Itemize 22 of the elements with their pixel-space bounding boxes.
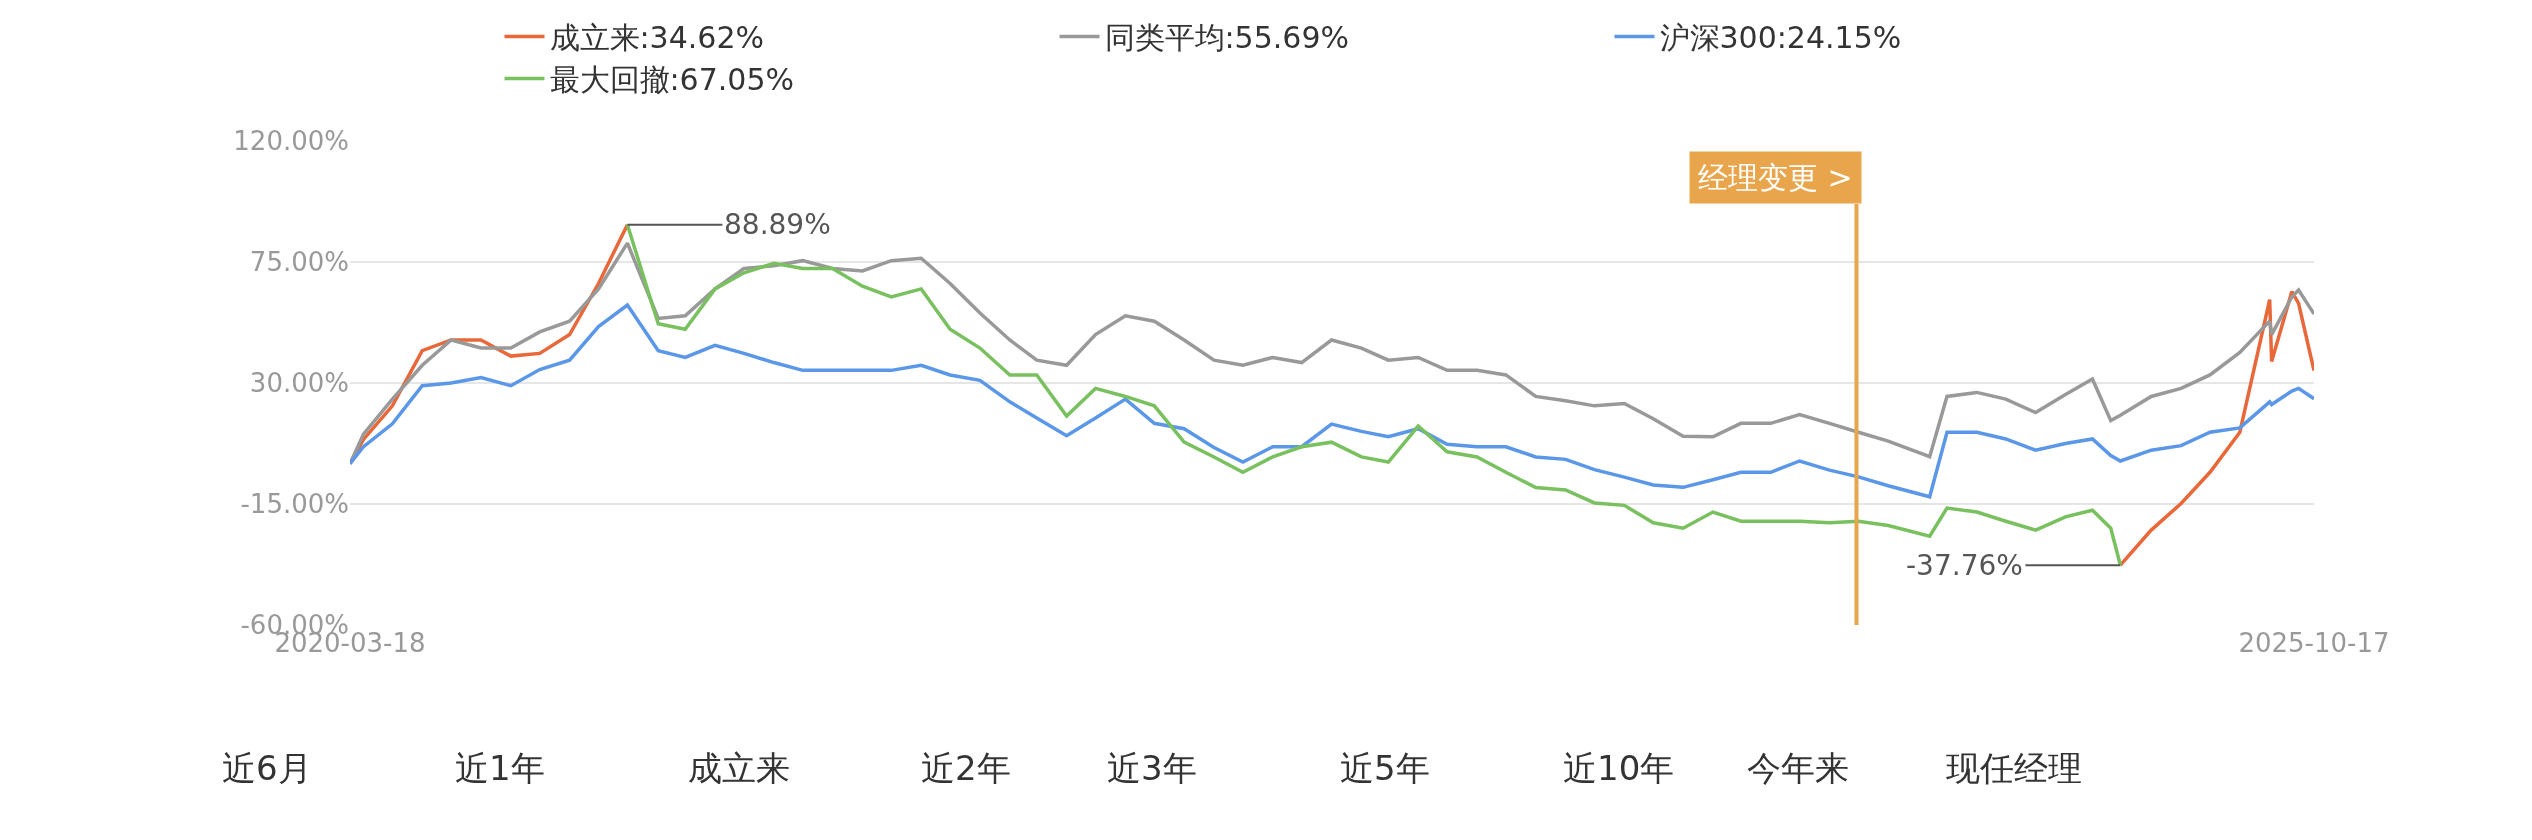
legend-label: 沪深300:24.15% <box>1659 20 1902 56</box>
text: 近6月 <box>222 748 312 788</box>
text: 近10年 <box>1563 748 1675 788</box>
line-series <box>350 303 2314 499</box>
y-tick-label: 30.00% <box>249 368 349 399</box>
text: 近5年 <box>1340 748 1430 788</box>
text: 近3年 <box>1107 748 1197 788</box>
text: 今年来 <box>1747 748 1849 788</box>
text: 成立来 <box>688 748 790 788</box>
annotation: -37.76% <box>1906 549 2023 582</box>
text: 近1年 <box>455 748 545 788</box>
legend-label: 最大回撤:67.05% <box>549 62 794 98</box>
y-tick-label: 120.00% <box>233 126 349 157</box>
annotation: 88.89% <box>724 208 831 241</box>
y-tick-label: 75.00% <box>249 247 349 278</box>
y-tick-label: -15.00% <box>240 489 349 520</box>
legend-label: 同类平均:55.69% <box>1104 20 1349 56</box>
ref-line-label: 经理变更 > <box>1698 160 1853 195</box>
text: 现任经理 <box>1946 748 2082 788</box>
x-tick-label: 2025-10-17 <box>2238 628 2390 658</box>
text: 近2年 <box>921 748 1011 788</box>
legend-label: 成立来:34.62% <box>549 20 764 56</box>
